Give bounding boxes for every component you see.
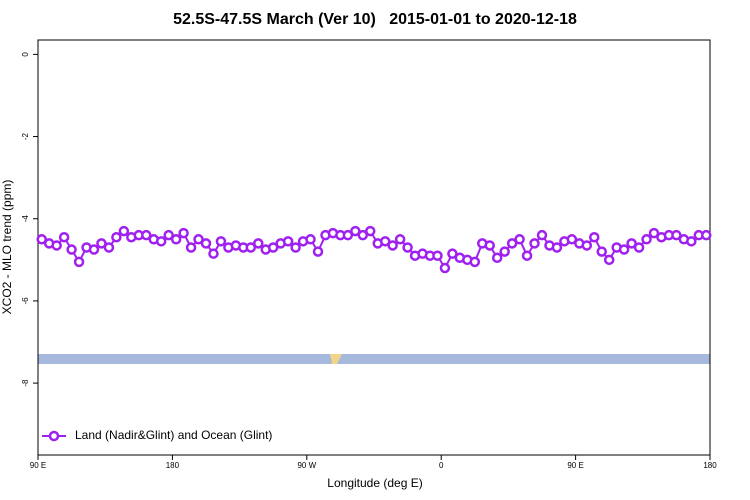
point [253, 238, 264, 249]
point [671, 229, 682, 241]
y-tick-label: -4 [21, 215, 30, 223]
point [365, 225, 376, 237]
point [36, 234, 47, 245]
x-tick-label: 90 W [297, 461, 316, 470]
y-axis-label: XCO2 - MLO trend (ppm) [0, 180, 14, 315]
y-tick-label: -6 [21, 297, 30, 305]
point [648, 227, 660, 239]
point [491, 252, 503, 264]
point [536, 229, 548, 241]
point [282, 236, 294, 247]
chart-title: 52.5S-47.5S March (Ver 10) 2015-01-01 to… [173, 11, 577, 28]
point [484, 240, 495, 251]
x-tick-label: 180 [703, 461, 717, 470]
x-tick-label: 90 E [30, 461, 46, 470]
point [521, 250, 533, 261]
legend-marker [48, 430, 60, 442]
point [686, 236, 697, 247]
point [633, 242, 645, 253]
plot-frame [37, 39, 711, 456]
point [170, 234, 182, 245]
point [394, 234, 406, 245]
point [432, 250, 443, 261]
point [245, 242, 257, 253]
point [379, 236, 391, 247]
x-axis-label: Longitude (deg E) [327, 476, 422, 490]
point [51, 240, 62, 251]
point [118, 225, 130, 237]
point [267, 242, 279, 253]
y-tick-label: -2 [21, 132, 30, 140]
point [626, 238, 637, 249]
point [141, 229, 152, 241]
point [193, 234, 204, 245]
point [529, 238, 540, 249]
point [499, 246, 510, 257]
land-ocean-strip [38, 354, 710, 364]
point [402, 242, 413, 253]
point [305, 234, 316, 245]
point [603, 254, 615, 266]
y-tick-label: 0 [21, 52, 30, 57]
point [618, 244, 630, 255]
point [290, 242, 301, 253]
point [155, 236, 167, 247]
point [73, 256, 85, 268]
legend-label: Land (Nadir&Glint) and Ocean (Glint) [75, 428, 272, 442]
x-tick-label: 180 [166, 461, 180, 470]
point [111, 231, 122, 243]
x-tick-label: 0 [439, 461, 444, 470]
point [350, 225, 361, 237]
point [581, 240, 593, 251]
point [514, 234, 525, 245]
point [447, 248, 458, 259]
point [551, 242, 563, 253]
point [88, 244, 100, 255]
point [596, 246, 607, 257]
point [215, 236, 227, 247]
point [178, 227, 189, 239]
point [96, 238, 107, 249]
point [103, 242, 115, 253]
point [387, 240, 398, 251]
point [185, 242, 197, 253]
point [439, 262, 451, 274]
land-patch [330, 354, 342, 364]
point [163, 229, 174, 241]
point [312, 246, 324, 257]
point [208, 248, 219, 259]
x-tick-label: 90 E [567, 461, 583, 470]
point [589, 231, 600, 243]
point [506, 238, 518, 249]
point [342, 229, 354, 241]
point [641, 234, 652, 245]
point [357, 229, 369, 241]
point [66, 244, 77, 255]
point [58, 231, 70, 243]
point [200, 238, 212, 249]
point [566, 234, 578, 245]
point [469, 256, 481, 268]
point [701, 229, 712, 241]
y-tick-label: -8 [21, 379, 30, 387]
